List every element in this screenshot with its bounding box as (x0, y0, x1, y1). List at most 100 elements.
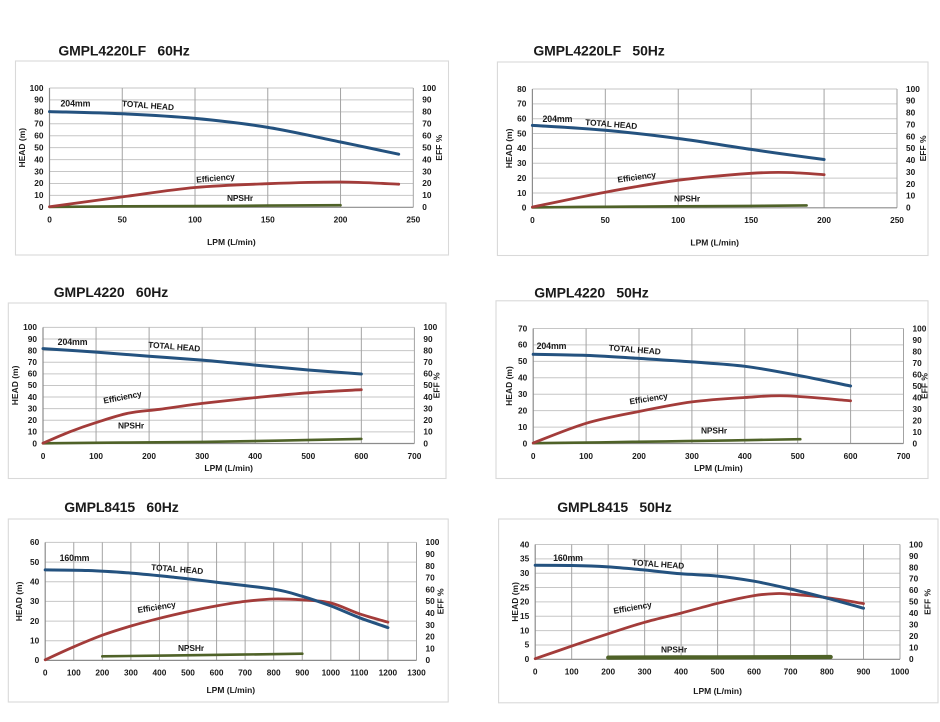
svg-text:80: 80 (422, 107, 432, 117)
svg-text:80: 80 (913, 346, 923, 356)
svg-text:20: 20 (906, 179, 916, 189)
svg-text:HEAD (m): HEAD (m) (17, 128, 27, 168)
svg-text:LPM (L/min): LPM (L/min) (690, 238, 739, 248)
svg-text:0: 0 (533, 667, 538, 677)
svg-text:20: 20 (518, 405, 528, 415)
svg-text:250: 250 (890, 215, 904, 225)
svg-text:LPM (L/min): LPM (L/min) (694, 463, 743, 473)
svg-text:NPSHr: NPSHr (227, 193, 254, 203)
svg-text:0: 0 (41, 451, 46, 461)
svg-text:700: 700 (407, 451, 421, 461)
svg-text:700: 700 (897, 451, 911, 461)
svg-text:0: 0 (422, 202, 427, 212)
svg-text:10: 10 (426, 643, 436, 653)
svg-text:80: 80 (426, 561, 436, 571)
svg-text:1100: 1100 (350, 668, 368, 678)
svg-text:50: 50 (118, 215, 128, 225)
svg-text:LPM (L/min): LPM (L/min) (693, 686, 742, 696)
svg-text:100: 100 (579, 451, 593, 461)
svg-text:700: 700 (238, 668, 252, 678)
svg-text:10: 10 (518, 422, 528, 432)
svg-text:NPSHr: NPSHr (118, 421, 145, 431)
svg-text:TOTAL HEAD: TOTAL HEAD (608, 342, 661, 356)
svg-text:40: 40 (28, 392, 38, 402)
svg-text:100: 100 (423, 322, 437, 332)
svg-text:GMPL4220 50Hz: GMPL4220 50Hz (534, 285, 649, 301)
svg-text:70: 70 (422, 119, 432, 129)
svg-text:204mm: 204mm (537, 341, 567, 351)
svg-text:20: 20 (423, 415, 433, 425)
svg-text:LPM (L/min): LPM (L/min) (207, 237, 256, 247)
svg-text:20: 20 (913, 415, 923, 425)
svg-text:80: 80 (906, 108, 916, 118)
svg-text:20: 20 (34, 178, 44, 188)
svg-text:30: 30 (34, 166, 44, 176)
svg-text:200: 200 (142, 451, 156, 461)
svg-text:204mm: 204mm (60, 98, 90, 108)
svg-text:90: 90 (423, 334, 433, 344)
svg-text:1000: 1000 (322, 668, 341, 678)
svg-text:0: 0 (530, 215, 535, 225)
svg-text:800: 800 (267, 668, 281, 678)
svg-text:60: 60 (426, 584, 436, 594)
svg-text:20: 20 (28, 415, 38, 425)
svg-text:25: 25 (520, 582, 530, 592)
svg-text:900: 900 (857, 667, 871, 677)
svg-text:20: 20 (426, 632, 436, 642)
svg-text:60: 60 (913, 369, 923, 379)
svg-text:40: 40 (426, 608, 436, 618)
svg-text:100: 100 (188, 215, 202, 225)
svg-text:70: 70 (28, 357, 38, 367)
svg-text:90: 90 (909, 551, 919, 561)
svg-text:70: 70 (34, 119, 44, 129)
svg-text:Efficiency: Efficiency (196, 171, 236, 184)
svg-text:TOTAL HEAD: TOTAL HEAD (632, 557, 685, 571)
svg-text:150: 150 (744, 215, 758, 225)
svg-text:400: 400 (248, 451, 262, 461)
svg-text:30: 30 (518, 389, 528, 399)
svg-text:300: 300 (195, 451, 209, 461)
svg-text:10: 10 (517, 188, 527, 198)
svg-text:50: 50 (30, 557, 40, 567)
svg-text:400: 400 (152, 668, 166, 678)
svg-text:30: 30 (426, 620, 436, 630)
svg-text:NPSHr: NPSHr (178, 643, 205, 653)
svg-text:500: 500 (711, 667, 725, 677)
svg-text:40: 40 (34, 154, 44, 164)
svg-text:40: 40 (518, 373, 528, 383)
svg-text:20: 20 (422, 178, 432, 188)
svg-text:60: 60 (422, 131, 432, 141)
svg-text:0: 0 (43, 668, 48, 678)
svg-text:0: 0 (426, 655, 431, 665)
svg-text:40: 40 (520, 539, 530, 549)
svg-text:10: 10 (423, 427, 433, 437)
svg-text:10: 10 (906, 191, 916, 201)
svg-text:204mm: 204mm (58, 337, 88, 347)
svg-text:100: 100 (30, 83, 44, 93)
svg-text:TOTAL HEAD: TOTAL HEAD (585, 117, 638, 131)
svg-text:0: 0 (39, 202, 44, 212)
svg-text:50: 50 (601, 215, 611, 225)
svg-text:40: 40 (906, 155, 916, 165)
svg-text:20: 20 (909, 631, 919, 641)
svg-text:0: 0 (913, 438, 918, 448)
svg-text:EFF %: EFF % (918, 135, 928, 161)
svg-text:35: 35 (520, 554, 530, 564)
svg-text:30: 30 (30, 596, 40, 606)
svg-text:NPSHr: NPSHr (661, 645, 688, 655)
svg-text:15: 15 (520, 611, 530, 621)
svg-text:30: 30 (909, 620, 919, 630)
svg-text:LPM (L/min): LPM (L/min) (206, 685, 255, 695)
svg-text:10: 10 (520, 625, 530, 635)
svg-text:GMPL4220 60Hz: GMPL4220 60Hz (54, 284, 169, 300)
svg-text:30: 30 (28, 404, 38, 414)
svg-text:30: 30 (520, 568, 530, 578)
svg-text:NPSHr: NPSHr (674, 194, 701, 204)
svg-text:70: 70 (517, 99, 527, 109)
svg-text:100: 100 (426, 537, 440, 547)
svg-text:200: 200 (95, 668, 109, 678)
svg-text:10: 10 (913, 427, 923, 437)
svg-text:70: 70 (518, 323, 528, 333)
svg-text:600: 600 (354, 451, 368, 461)
svg-text:250: 250 (406, 215, 420, 225)
